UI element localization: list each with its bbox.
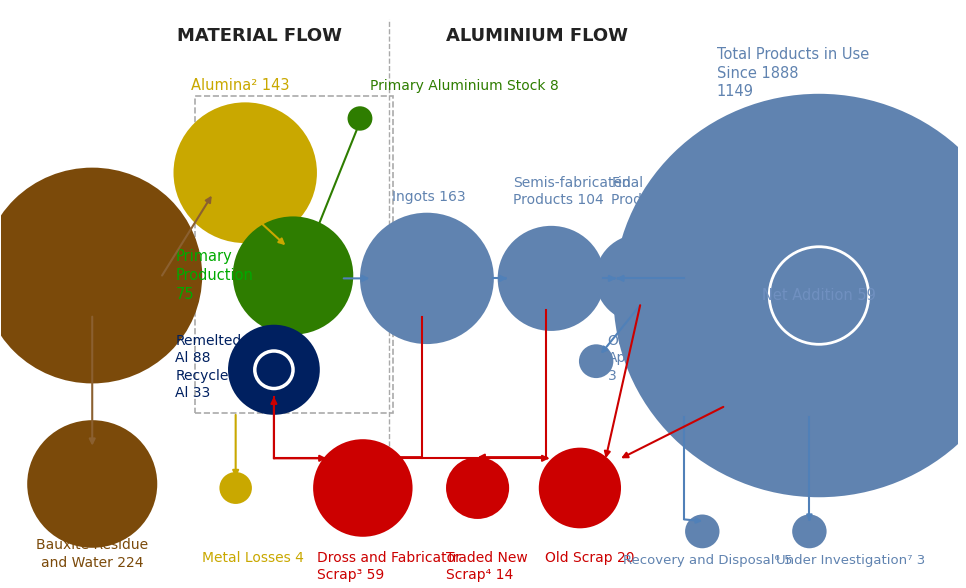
- Ellipse shape: [219, 472, 252, 504]
- Text: Primary Aluminium Stock 8: Primary Aluminium Stock 8: [370, 79, 558, 93]
- Text: MATERIAL FLOW: MATERIAL FLOW: [177, 27, 342, 45]
- Text: Recovery and Disposal⁶ 5: Recovery and Disposal⁶ 5: [623, 554, 792, 567]
- Text: Net Addition 59: Net Addition 59: [762, 288, 876, 303]
- Ellipse shape: [360, 213, 494, 344]
- Ellipse shape: [685, 514, 720, 548]
- Text: Final
Products 91: Final Products 91: [611, 176, 694, 207]
- Text: Dross and Fabricator
Scrap³ 59: Dross and Fabricator Scrap³ 59: [317, 551, 461, 582]
- Ellipse shape: [446, 457, 509, 519]
- Ellipse shape: [228, 325, 320, 415]
- Ellipse shape: [348, 106, 373, 131]
- Ellipse shape: [27, 420, 157, 548]
- Ellipse shape: [792, 514, 827, 548]
- Ellipse shape: [497, 226, 605, 331]
- Ellipse shape: [233, 216, 354, 335]
- Text: Alumina² 143: Alumina² 143: [190, 78, 289, 93]
- Text: Under Investigation⁷ 3: Under Investigation⁷ 3: [776, 554, 925, 567]
- Text: Ingots 163: Ingots 163: [391, 190, 466, 204]
- Text: ALUMINIUM FLOW: ALUMINIUM FLOW: [446, 27, 628, 45]
- Ellipse shape: [539, 447, 621, 529]
- Text: Primary
Production
75: Primary Production 75: [176, 249, 253, 302]
- Text: Metal Losses 4: Metal Losses 4: [202, 551, 304, 565]
- Ellipse shape: [579, 345, 613, 378]
- Ellipse shape: [613, 94, 966, 497]
- Text: Bauxite¹ 366: Bauxite¹ 366: [45, 178, 139, 193]
- Text: Other
Applications⁵
3: Other Applications⁵ 3: [608, 334, 698, 383]
- Text: Total Products in Use
Since 1888
1149: Total Products in Use Since 1888 1149: [717, 47, 868, 99]
- Text: Old Scrap 20: Old Scrap 20: [545, 551, 634, 565]
- Ellipse shape: [595, 234, 685, 322]
- Text: Traded New
Scrap⁴ 14: Traded New Scrap⁴ 14: [446, 551, 527, 582]
- Ellipse shape: [174, 102, 317, 243]
- Ellipse shape: [313, 439, 412, 537]
- Bar: [194, 96, 393, 413]
- Text: Semis-fabricated
Products 104: Semis-fabricated Products 104: [513, 176, 631, 207]
- Ellipse shape: [0, 168, 202, 383]
- Text: Bauxite Residue
and Water 224: Bauxite Residue and Water 224: [36, 538, 149, 570]
- Text: Remelted
Al 88
Recycled
Al 33: Remelted Al 88 Recycled Al 33: [176, 334, 242, 400]
